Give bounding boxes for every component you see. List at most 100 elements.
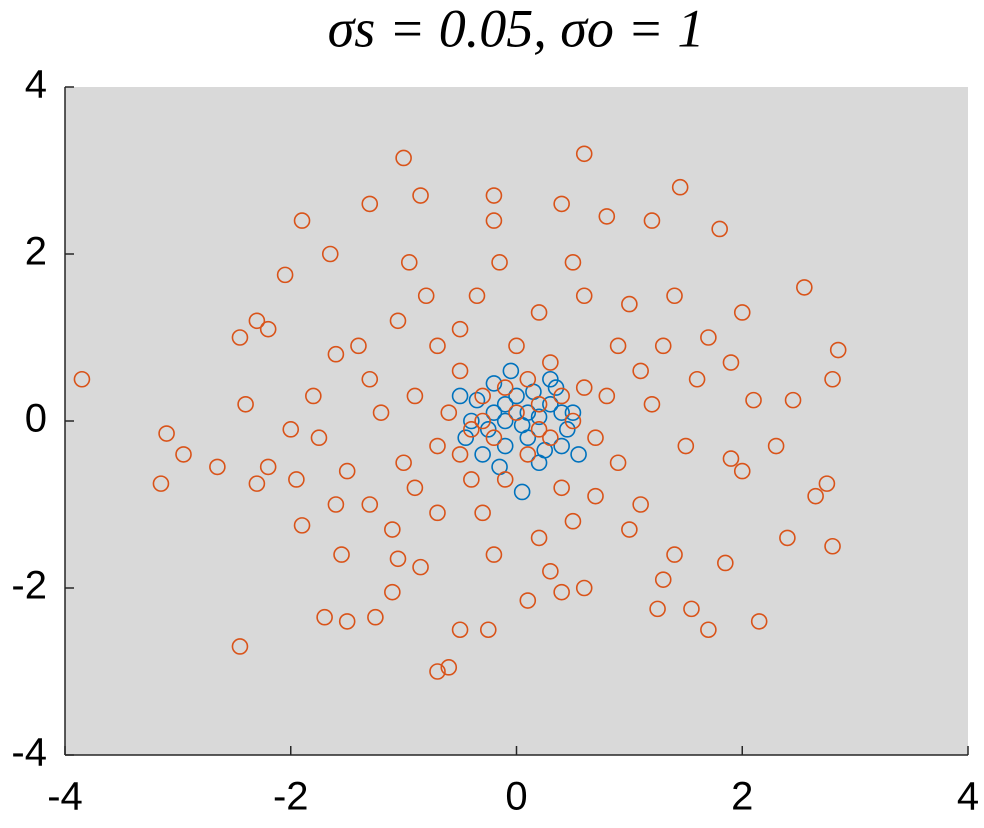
scatter-point xyxy=(530,529,548,547)
scatter-point xyxy=(508,404,525,421)
scatter-point xyxy=(429,663,446,680)
scatter-point xyxy=(231,638,249,655)
scatter-point xyxy=(316,608,333,626)
x-tick-label: 4 xyxy=(957,775,979,819)
scatter-point xyxy=(796,279,813,296)
scatter-point xyxy=(643,212,661,229)
scatter-point xyxy=(666,546,683,563)
scatter-point xyxy=(457,429,475,447)
scatter-point xyxy=(209,458,226,476)
scatter-point xyxy=(598,208,616,225)
scatter-point xyxy=(361,195,379,213)
scatter-point xyxy=(632,362,649,380)
scatter-point xyxy=(248,475,266,492)
x-tick-label: 0 xyxy=(505,775,527,819)
scatter-point xyxy=(750,613,768,630)
scatter-point xyxy=(779,529,796,547)
scatter-point xyxy=(372,404,390,421)
scatter-point xyxy=(395,454,412,472)
scatter-point xyxy=(463,412,480,430)
scatter-point xyxy=(818,475,836,492)
scatter-point xyxy=(824,370,841,388)
scatter-point xyxy=(564,412,582,430)
scatter-point xyxy=(496,379,514,396)
scatter-point xyxy=(722,450,740,467)
scatter-point xyxy=(542,429,559,447)
scatter-point xyxy=(485,404,503,421)
scatter-point xyxy=(474,504,491,522)
scatter-point xyxy=(451,387,469,405)
scatter-point xyxy=(570,446,587,463)
scatter-point xyxy=(406,479,424,497)
scatter-point xyxy=(496,437,514,455)
scatter-point xyxy=(553,404,570,421)
scatter-point xyxy=(496,471,514,488)
scatter-point xyxy=(717,554,734,572)
chart-title: σs = 0.05, σo = 1 xyxy=(328,0,705,58)
scatter-point xyxy=(575,287,593,305)
scatter-point xyxy=(829,341,847,359)
scatter-point xyxy=(282,421,300,438)
scatter-point xyxy=(496,412,514,430)
scatter-point xyxy=(700,329,717,346)
scatter-point xyxy=(293,517,311,534)
scatter-point xyxy=(508,337,525,355)
scatter-point xyxy=(361,370,379,388)
scatter-point xyxy=(587,487,604,505)
scatter-point xyxy=(530,395,548,413)
scatter-point xyxy=(598,387,616,405)
y-tick-label: -2 xyxy=(11,564,47,608)
scatter-point xyxy=(575,145,593,163)
y-tick-label: 0 xyxy=(25,397,47,441)
y-tick-label: -4 xyxy=(11,731,47,775)
scatter-point xyxy=(479,621,497,639)
scatter-point xyxy=(542,370,559,388)
scatter-point xyxy=(745,391,762,409)
scatter-point xyxy=(542,354,559,371)
scatter-point xyxy=(327,345,345,363)
scatter-point xyxy=(468,287,486,305)
scatter-point xyxy=(632,496,649,513)
scatter-point xyxy=(485,212,503,229)
y-tick-label: 2 xyxy=(25,230,47,274)
scatter-point xyxy=(485,546,503,563)
scatter-point xyxy=(384,521,401,538)
scatter-point xyxy=(621,521,638,538)
scatter-point xyxy=(440,659,458,676)
scatter-point xyxy=(547,379,565,396)
scatter-point xyxy=(468,391,486,409)
scatter-point xyxy=(417,287,435,305)
scatter-point xyxy=(824,537,841,555)
scatter-point xyxy=(711,220,728,238)
scatter-point xyxy=(288,471,305,488)
scatter-point xyxy=(384,583,401,601)
scatter-point xyxy=(767,437,785,455)
scatter-point xyxy=(508,387,525,405)
scatter-point xyxy=(310,429,328,447)
scatter-point xyxy=(440,404,458,421)
scatter-point xyxy=(463,471,480,488)
scatter-point xyxy=(175,446,192,463)
scatter-point xyxy=(564,254,582,271)
scatter-point xyxy=(519,446,537,463)
scatter-point xyxy=(321,245,339,263)
scatter-point xyxy=(654,571,672,588)
scatter-point xyxy=(553,437,570,455)
scatter-point xyxy=(558,421,576,438)
scatter-point xyxy=(485,375,503,392)
scatter-point xyxy=(338,613,356,630)
scatter-point xyxy=(429,337,446,355)
scatter-point xyxy=(609,337,627,355)
scatter-point xyxy=(621,295,638,313)
scatter-point xyxy=(451,621,469,639)
scatter-point xyxy=(513,483,531,501)
scatter-point xyxy=(248,312,266,330)
scatter-point xyxy=(643,395,661,413)
scatter-point xyxy=(553,583,570,601)
scatter-point xyxy=(259,320,277,338)
scatter-point xyxy=(530,408,548,426)
scatter-point xyxy=(350,337,367,355)
scatter-point xyxy=(152,475,170,492)
scatter-point xyxy=(327,496,345,513)
